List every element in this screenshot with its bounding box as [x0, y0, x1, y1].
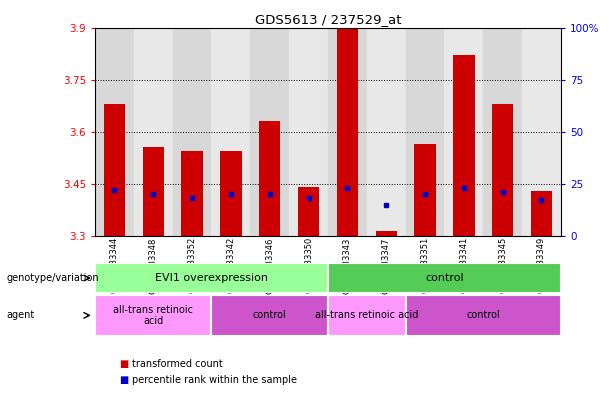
Bar — [406, 28, 444, 236]
Bar — [414, 144, 436, 236]
Text: control: control — [253, 310, 287, 320]
Text: genotype/variation: genotype/variation — [6, 273, 99, 283]
Bar — [211, 28, 250, 236]
Bar — [328, 263, 561, 293]
Text: agent: agent — [6, 310, 34, 320]
Bar — [250, 28, 289, 236]
Text: transformed count: transformed count — [132, 358, 223, 369]
Bar — [328, 295, 406, 336]
Bar — [134, 28, 173, 236]
Bar — [406, 295, 561, 336]
Text: ■: ■ — [120, 358, 129, 369]
Text: control: control — [425, 273, 464, 283]
Bar — [492, 104, 513, 236]
Text: all-trans retinoic
acid: all-trans retinoic acid — [113, 305, 193, 326]
Bar — [95, 263, 328, 293]
Bar — [298, 187, 319, 236]
Bar — [95, 28, 134, 236]
Bar — [173, 28, 211, 236]
Text: all-trans retinoic acid: all-trans retinoic acid — [315, 310, 419, 320]
Bar — [328, 28, 367, 236]
Text: EVI1 overexpression: EVI1 overexpression — [155, 273, 268, 283]
Bar — [211, 295, 328, 336]
Bar — [522, 28, 561, 236]
Bar — [376, 231, 397, 236]
Bar — [367, 28, 406, 236]
Text: control: control — [466, 310, 500, 320]
Bar — [220, 151, 242, 236]
Bar — [143, 147, 164, 236]
Bar — [104, 104, 125, 236]
Bar — [259, 121, 280, 236]
Bar — [531, 191, 552, 236]
Text: percentile rank within the sample: percentile rank within the sample — [132, 375, 297, 386]
Bar — [289, 28, 328, 236]
Bar — [453, 55, 474, 236]
Bar — [444, 28, 483, 236]
Bar — [95, 295, 211, 336]
Bar — [337, 29, 358, 236]
Text: ■: ■ — [120, 375, 129, 386]
Bar — [483, 28, 522, 236]
Title: GDS5613 / 237529_at: GDS5613 / 237529_at — [255, 13, 401, 26]
Bar — [181, 151, 203, 236]
